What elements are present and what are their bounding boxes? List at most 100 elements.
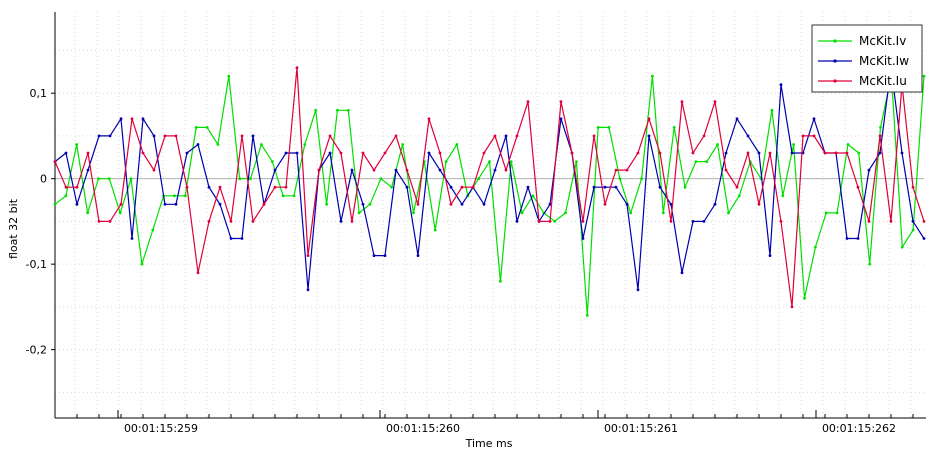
y-tick-label: -0,1: [26, 258, 47, 271]
data-point: [328, 134, 332, 138]
data-point: [737, 194, 741, 198]
data-point: [636, 288, 640, 292]
data-point: [262, 202, 266, 206]
data-point: [669, 202, 673, 206]
data-point: [856, 237, 860, 240]
data-point: [672, 126, 676, 129]
data-point: [592, 134, 596, 138]
data-point: [735, 185, 739, 189]
data-point: [746, 151, 750, 155]
data-point: [735, 117, 739, 121]
data-point: [625, 202, 629, 206]
data-point: [757, 202, 761, 206]
data-point: [879, 126, 882, 129]
data-point: [152, 134, 156, 138]
data-point: [779, 220, 783, 223]
data-point: [53, 160, 57, 164]
data-point: [515, 134, 519, 138]
data-point: [119, 202, 123, 206]
data-point: [306, 288, 310, 292]
data-point: [185, 151, 189, 155]
data-point: [405, 168, 409, 172]
data-point: [812, 117, 816, 121]
data-point: [64, 194, 68, 198]
data-point: [592, 185, 596, 189]
series-mckit-iv: [53, 74, 926, 317]
y-tick-label: 0,1: [30, 87, 48, 100]
data-point: [350, 220, 354, 223]
data-point: [790, 151, 794, 155]
data-point: [240, 134, 244, 138]
data-point: [746, 134, 750, 138]
data-point: [640, 177, 643, 181]
data-point: [97, 134, 101, 138]
data-point: [86, 211, 89, 215]
series-line: [54, 67, 925, 307]
data-point: [867, 168, 871, 172]
data-point: [834, 151, 838, 155]
data-point: [647, 117, 651, 121]
data-point: [658, 151, 662, 155]
data-point: [801, 134, 805, 138]
data-point: [868, 262, 872, 266]
data-point: [900, 245, 904, 249]
data-point: [669, 220, 673, 223]
data-point: [724, 168, 728, 172]
data-point: [658, 185, 662, 189]
data-point: [814, 245, 817, 249]
legend: McKit.Iv McKit.Iw McKit.Iu: [811, 24, 923, 93]
data-point: [438, 151, 442, 155]
data-point: [520, 211, 524, 215]
data-point: [284, 151, 288, 155]
data-point: [482, 202, 486, 206]
legend-item: McKit.Iw: [818, 54, 909, 68]
data-point: [603, 202, 607, 206]
data-point: [379, 177, 383, 181]
data-point: [559, 117, 563, 121]
series-layer: [53, 66, 926, 317]
data-point: [537, 220, 541, 223]
data-point: [922, 220, 926, 223]
data-point: [270, 160, 274, 164]
data-point: [118, 211, 122, 215]
legend-items: McKit.Iv McKit.Iw McKit.Iu: [818, 34, 909, 88]
data-point: [97, 220, 101, 223]
data-point: [303, 143, 307, 146]
data-point: [559, 100, 563, 104]
data-point: [824, 211, 828, 215]
data-point: [119, 117, 123, 121]
data-point: [427, 117, 431, 121]
x-tick-label: 00:01:15:259: [124, 422, 198, 435]
data-point: [570, 151, 574, 155]
data-point: [596, 126, 600, 129]
data-point: [251, 134, 255, 138]
data-point: [281, 194, 285, 198]
data-point: [227, 74, 231, 78]
legend-swatch-marker: [833, 39, 837, 43]
data-point: [273, 168, 277, 172]
data-point: [713, 100, 717, 104]
data-point: [504, 134, 508, 138]
data-point: [790, 305, 794, 309]
data-point: [856, 185, 860, 189]
data-point: [163, 202, 167, 206]
legend-label: McKit.Iv: [859, 34, 906, 48]
data-point: [427, 151, 431, 155]
data-point: [416, 202, 420, 206]
data-point: [515, 220, 519, 223]
data-point: [691, 151, 695, 155]
x-tick-label: 00:01:15:262: [822, 422, 896, 435]
data-point: [548, 220, 552, 223]
data-point: [727, 211, 730, 215]
data-point: [163, 134, 167, 138]
data-point: [196, 143, 200, 146]
data-point: [75, 185, 79, 189]
data-point: [361, 151, 365, 155]
legend-item: McKit.Iu: [818, 74, 907, 88]
data-point: [207, 185, 211, 189]
data-point: [680, 271, 684, 275]
data-point: [614, 185, 618, 189]
data-point: [205, 126, 209, 129]
data-point: [922, 74, 926, 78]
data-point: [383, 254, 387, 257]
